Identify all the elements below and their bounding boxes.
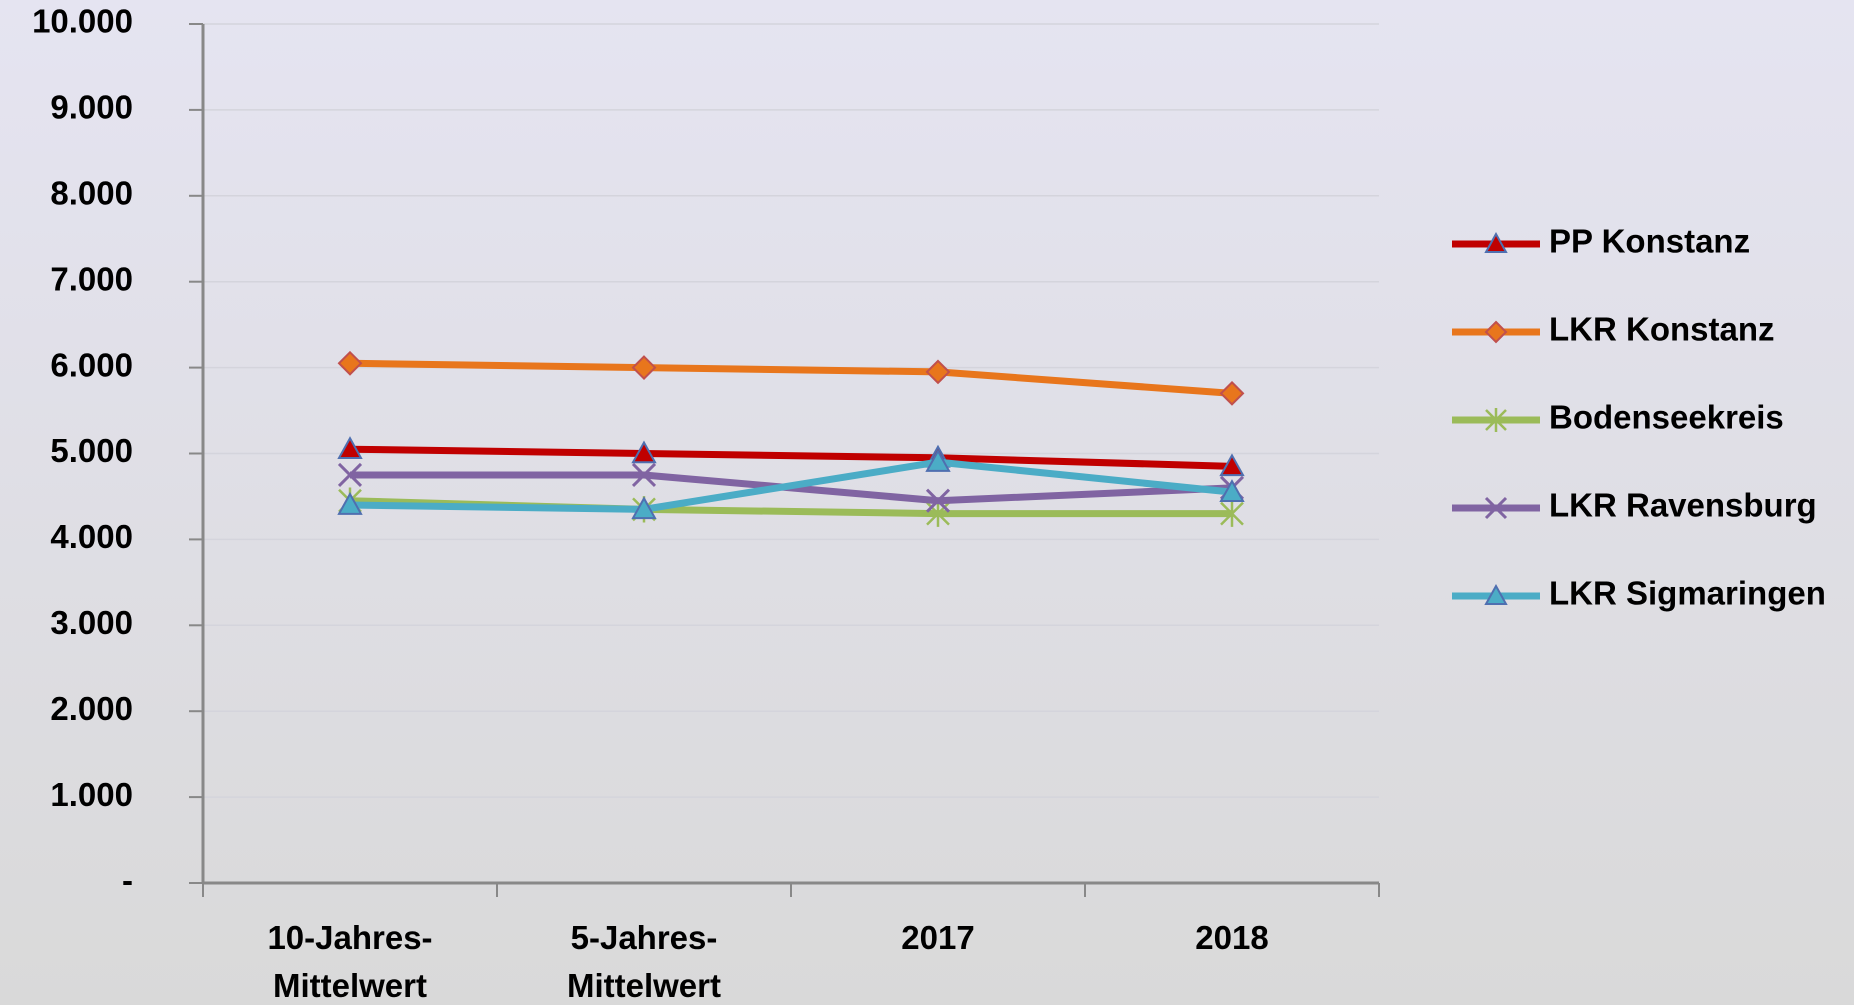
marker (337, 350, 363, 376)
y-tick-label: 1.000 (50, 776, 133, 813)
y-tick-label: 9.000 (50, 89, 133, 126)
marker (1219, 479, 1245, 502)
legend-label: Bodenseekreis (1549, 399, 1784, 436)
marker (1220, 500, 1244, 527)
x-tick-label: 5-Jahres- Mittelwert (566, 919, 721, 1004)
y-tick-label: 2.000 (50, 690, 133, 727)
marker (925, 359, 951, 385)
y-tick-label: 3.000 (50, 604, 133, 641)
y-tick-label: 8.000 (50, 175, 133, 212)
marker (337, 436, 363, 460)
line (349, 445, 1233, 470)
marker (1485, 408, 1507, 432)
y-tick-label: 10.000 (32, 3, 133, 40)
legend-label: PP Konstanz (1549, 223, 1750, 260)
marker (1484, 496, 1508, 520)
marker (925, 449, 951, 472)
y-tick-label: 5.000 (50, 432, 133, 469)
x-tick-label: 10-Jahres- Mittelwert (267, 919, 433, 1004)
marker (631, 440, 657, 464)
y-tick-label: 7.000 (50, 260, 133, 297)
marker (1484, 583, 1508, 605)
marker (1219, 380, 1245, 406)
legend-label: LKR Ravensburg (1549, 487, 1817, 524)
x-tick-label: 2018 (1195, 919, 1269, 956)
marker (337, 491, 363, 515)
legend-label: LKR Konstanz (1549, 311, 1775, 348)
marker (1484, 231, 1508, 253)
marker (631, 355, 657, 381)
marker (631, 462, 657, 488)
marker (337, 462, 363, 488)
legend-label: LKR Sigmaringen (1549, 575, 1826, 612)
line (349, 458, 1233, 513)
x-tick-label: 2017 (901, 919, 975, 956)
y-tick-label: 4.000 (50, 518, 133, 555)
y-tick-label: - (122, 862, 133, 899)
marker (925, 488, 951, 513)
line (349, 359, 1233, 397)
marker (631, 496, 657, 520)
marker (1484, 320, 1508, 344)
y-tick-label: 6.000 (50, 346, 133, 383)
marker (1219, 453, 1245, 477)
